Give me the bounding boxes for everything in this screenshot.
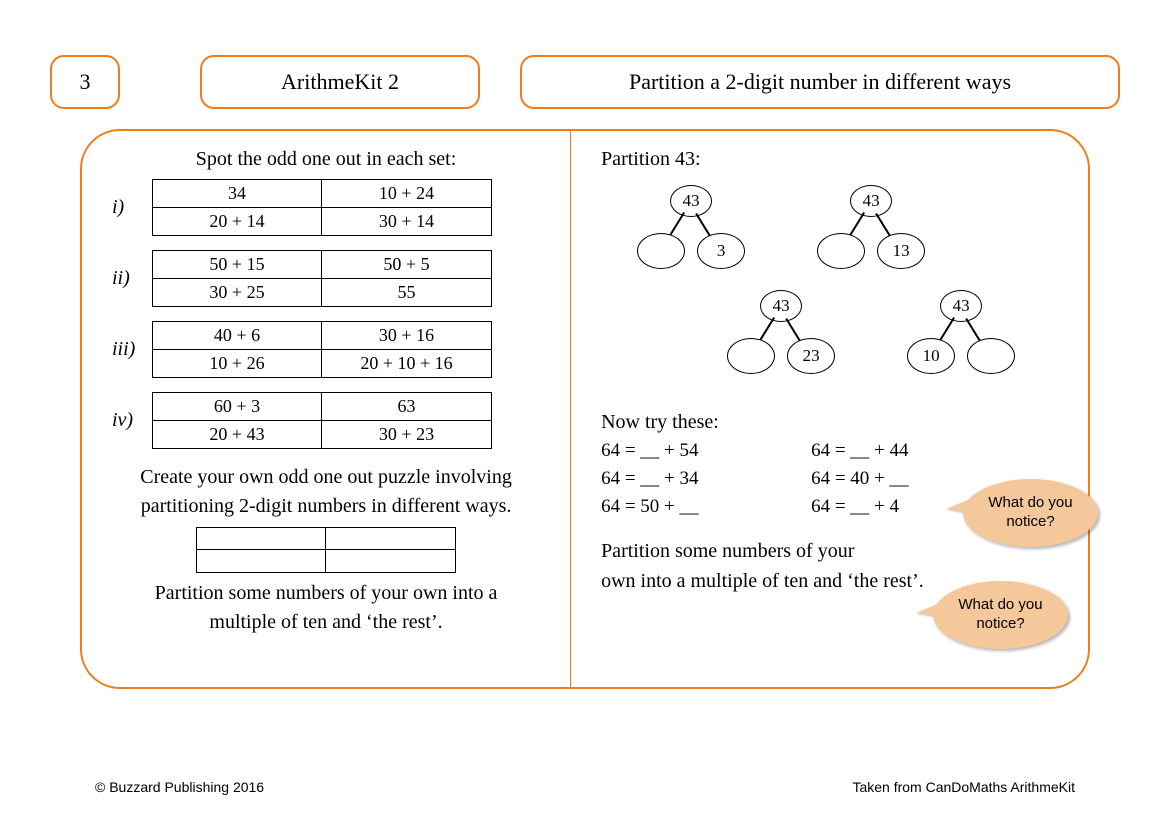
main-content: Spot the odd one out in each set: i)3410… [80,129,1090,689]
footer-right: Taken from CanDoMaths ArithmeKit [852,779,1075,795]
set-cell: 20 + 10 + 16 [322,350,491,377]
blank-grid [196,527,456,573]
odd-one-out-set: ii)50 + 1550 + 530 + 2555 [112,250,550,307]
set-cell: 30 + 25 [153,279,322,306]
notice-bubble-2: What do you notice? [933,581,1068,649]
set-grid: 60 + 36320 + 4330 + 23 [152,392,492,449]
set-cell: 63 [322,393,491,420]
set-cell: 40 + 6 [153,322,322,349]
tree-top-node: 43 [670,185,712,217]
try-item: 64 = 40 + __ [811,468,1001,490]
partition-tree: 43 23 [731,290,871,400]
set-cell: 30 + 16 [322,322,491,349]
set-cell: 20 + 43 [153,421,322,448]
set-cell: 30 + 23 [322,421,491,448]
odd-one-out-set: iii)40 + 630 + 1610 + 2620 + 10 + 16 [112,321,550,378]
tree-top-node: 43 [760,290,802,322]
tree-left-leaf [727,338,775,374]
partition-tree: 4310 [911,290,1051,400]
tree-right-leaf: 23 [787,338,835,374]
try-item: 64 = __ + 54 [601,440,791,462]
set-cell: 55 [322,279,491,306]
lesson-title: Partition a 2-digit number in different … [520,55,1120,109]
partition-trees: 433431343234310 [591,175,1068,405]
set-cell: 60 + 3 [153,393,322,420]
try-item: 64 = 50 + __ [601,496,791,518]
lesson-number: 3 [50,55,120,109]
set-grid: 40 + 630 + 1610 + 2620 + 10 + 16 [152,321,492,378]
left-column: Spot the odd one out in each set: i)3410… [82,131,570,687]
try-heading: Now try these: [601,411,1068,434]
set-cell: 20 + 14 [153,208,322,235]
partition-text: Partition some numbers of your own into … [102,579,550,637]
odd-one-out-set: iv)60 + 36320 + 4330 + 23 [112,392,550,449]
right-column: Partition 43: 433431343234310 Now try th… [570,131,1088,687]
set-label: iii) [112,338,152,361]
tree-left-leaf: 10 [907,338,955,374]
kit-title: ArithmeKit 2 [200,55,480,109]
tree-left-leaf [637,233,685,269]
footer: © Buzzard Publishing 2016 Taken from Can… [95,779,1075,795]
notice-bubble-1: What do you notice? [963,479,1098,547]
right-heading: Partition 43: [601,148,1068,171]
set-cell: 30 + 14 [322,208,491,235]
left-heading: Spot the odd one out in each set: [102,148,550,171]
footer-left: © Buzzard Publishing 2016 [95,779,264,795]
set-cell: 10 + 26 [153,350,322,377]
partition-tree: 43 13 [821,185,961,295]
set-cell: 50 + 5 [322,251,491,278]
tree-right-leaf: 3 [697,233,745,269]
header-row: 3 ArithmeKit 2 Partition a 2-digit numbe… [50,55,1120,109]
set-cell: 34 [153,180,322,207]
tree-top-node: 43 [850,185,892,217]
partition-tree: 43 3 [641,185,781,295]
set-label: iv) [112,409,152,432]
tree-right-leaf [967,338,1015,374]
try-item: 64 = __ + 44 [811,440,1001,462]
try-item: 64 = __ + 34 [601,468,791,490]
set-label: i) [112,196,152,219]
set-label: ii) [112,267,152,290]
tree-left-leaf [817,233,865,269]
set-grid: 3410 + 2420 + 1430 + 14 [152,179,492,236]
tree-top-node: 43 [940,290,982,322]
set-cell: 10 + 24 [322,180,491,207]
set-grid: 50 + 1550 + 530 + 2555 [152,250,492,307]
set-cell: 50 + 15 [153,251,322,278]
create-text: Create your own odd one out puzzle invol… [102,463,550,521]
tree-right-leaf: 13 [877,233,925,269]
odd-one-out-set: i)3410 + 2420 + 1430 + 14 [112,179,550,236]
